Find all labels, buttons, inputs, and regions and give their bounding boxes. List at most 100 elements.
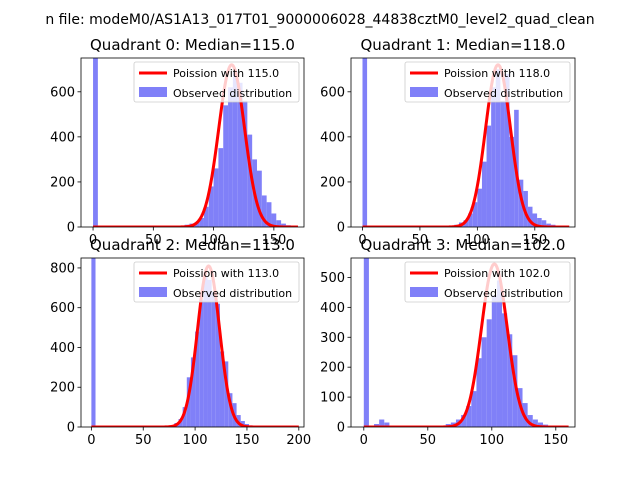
- histogram-bar: [472, 202, 478, 227]
- histogram-bar: [476, 358, 482, 427]
- y-tick-label: 600: [50, 301, 75, 316]
- subplot-quadrant-1: 0 50 100 150 0 200 400 600 Quadrant 1: Median=11…: [320, 36, 576, 248]
- legend-label-observed: Observed distribution: [444, 287, 563, 300]
- histogram-bar: [199, 299, 204, 427]
- legend-label-observed: Observed distribution: [444, 87, 563, 100]
- subplot-quadrant-2: 0 50 100 150 200 0 200 400 600 800 Quadrant 2: Med…: [50, 236, 311, 448]
- histogram-bar: [546, 223, 551, 227]
- histogram-bar: [237, 82, 243, 227]
- legend-box: [404, 261, 571, 303]
- histogram-bar: [228, 87, 233, 227]
- legend-label-poisson: Poission with 115.0: [173, 67, 279, 80]
- y-tick-label: 100: [320, 391, 345, 406]
- histogram-bar: [182, 407, 187, 427]
- histogram-bar: [481, 337, 487, 427]
- histogram-bar: [495, 69, 501, 227]
- histogram-bar: [91, 258, 96, 427]
- y-tick-label: 0: [67, 221, 75, 236]
- axes-frame: [350, 57, 576, 228]
- histogram-bar: [211, 291, 216, 427]
- poisson-curve: [362, 63, 570, 227]
- y-tick-label: 0: [337, 421, 345, 436]
- histogram-bar: [502, 313, 508, 427]
- subplot-quadrant-0: 0 50 100 150 0 200 400 600 Quadrant 0: Median=11…: [50, 36, 305, 248]
- histogram-bar: [468, 213, 473, 227]
- histogram-bar: [491, 295, 497, 427]
- histogram-bar: [232, 71, 238, 227]
- x-tick-label: 0: [89, 233, 97, 248]
- plot-area: [93, 58, 298, 227]
- legend-label-observed: Observed distribution: [173, 87, 292, 100]
- y-tick-label: 200: [320, 175, 345, 190]
- histogram-bar: [500, 100, 505, 227]
- x-tick-label: 100: [183, 433, 208, 448]
- histogram-bar: [199, 217, 204, 227]
- axes-frame: [80, 257, 305, 428]
- x-tick-label: 100: [201, 233, 226, 248]
- histogram-bar: [247, 134, 253, 227]
- histogram-bar: [466, 406, 472, 427]
- y-tick-label: 400: [50, 130, 75, 145]
- x-tick-label: 50: [145, 233, 162, 248]
- subplot-title: Quadrant 2: Median=113.0: [90, 236, 295, 254]
- x-tick-label: 200: [286, 433, 311, 448]
- y-tick-label: 0: [67, 421, 75, 436]
- legend-bar-swatch: [139, 287, 167, 297]
- poisson-curve: [363, 262, 569, 427]
- histogram-bar: [186, 377, 191, 427]
- legend-label-poisson: Poission with 118.0: [444, 67, 550, 80]
- legend-bar-swatch: [139, 87, 167, 97]
- histogram-bar: [261, 195, 267, 227]
- y-tick-label: 0: [337, 221, 345, 236]
- x-tick-label: 50: [420, 433, 437, 448]
- x-tick-label: 150: [543, 433, 568, 448]
- histogram-bar: [463, 220, 469, 227]
- y-tick-label: 600: [320, 85, 345, 100]
- histogram-bar: [218, 148, 224, 227]
- x-tick-label: 50: [412, 233, 429, 248]
- x-tick-label: 150: [522, 233, 547, 248]
- subplot-title: Quadrant 0: Median=115.0: [90, 36, 295, 54]
- histogram-bar: [281, 223, 286, 227]
- legend-label-poisson: Poission with 113.0: [173, 267, 279, 280]
- histogram-bar: [195, 331, 200, 427]
- figure-suptitle: n file: modeM0/AS1A13_017T01_9000006028_…: [45, 12, 594, 28]
- legend-bar-swatch: [410, 287, 438, 297]
- histogram-bar: [532, 419, 538, 427]
- x-tick-label: 50: [135, 433, 152, 448]
- histogram-bar: [512, 355, 518, 427]
- histogram-bar: [384, 422, 390, 427]
- y-tick-label: 200: [50, 175, 75, 190]
- x-tick-label: 0: [360, 433, 368, 448]
- subplot-title: Quadrant 3: Median=102.0: [361, 236, 566, 254]
- legend-box: [133, 61, 300, 103]
- histogram-bar: [203, 206, 209, 227]
- x-tick-label: 0: [87, 433, 95, 448]
- y-tick-label: 600: [50, 85, 75, 100]
- plot-area: [363, 258, 569, 427]
- y-tick-label: 300: [320, 331, 345, 346]
- histogram-bar: [461, 415, 467, 427]
- histogram-bar: [215, 303, 220, 427]
- y-tick-label: 200: [320, 361, 345, 376]
- histogram-bar: [242, 100, 248, 227]
- histogram-bar: [527, 415, 533, 427]
- y-tick-label: 500: [320, 271, 345, 286]
- histogram-bar: [532, 213, 538, 227]
- histogram-bar: [496, 280, 503, 427]
- y-tick-label: 400: [320, 130, 345, 145]
- histogram-bar: [527, 206, 533, 227]
- subplot-title: Quadrant 1: Median=118.0: [361, 36, 566, 54]
- x-tick-label: 150: [235, 433, 260, 448]
- histogram-bar: [207, 279, 212, 427]
- histogram-bar: [537, 422, 543, 427]
- y-tick-label: 200: [50, 381, 75, 396]
- histogram-bar: [93, 58, 98, 227]
- legend-box: [404, 61, 571, 103]
- x-tick-label: 150: [261, 233, 286, 248]
- histogram-bar: [486, 319, 492, 427]
- x-tick-label: 0: [358, 233, 366, 248]
- histogram-bar: [362, 58, 368, 227]
